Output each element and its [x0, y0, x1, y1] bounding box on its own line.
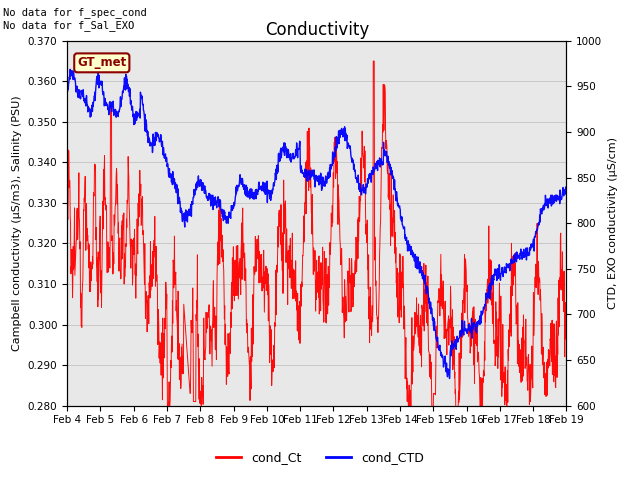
Text: No data for f_spec_cond
No data for f_Sal_EXO: No data for f_spec_cond No data for f_Sa… [3, 7, 147, 31]
Title: Conductivity: Conductivity [265, 21, 369, 39]
Y-axis label: CTD, EXO conductivity (μS/cm): CTD, EXO conductivity (μS/cm) [608, 137, 618, 309]
Y-axis label: Campbell conductivity (μS/m3), Salinity (PSU): Campbell conductivity (μS/m3), Salinity … [12, 96, 22, 351]
Legend: cond_Ct, cond_CTD: cond_Ct, cond_CTD [211, 446, 429, 469]
Text: GT_met: GT_met [77, 56, 127, 69]
